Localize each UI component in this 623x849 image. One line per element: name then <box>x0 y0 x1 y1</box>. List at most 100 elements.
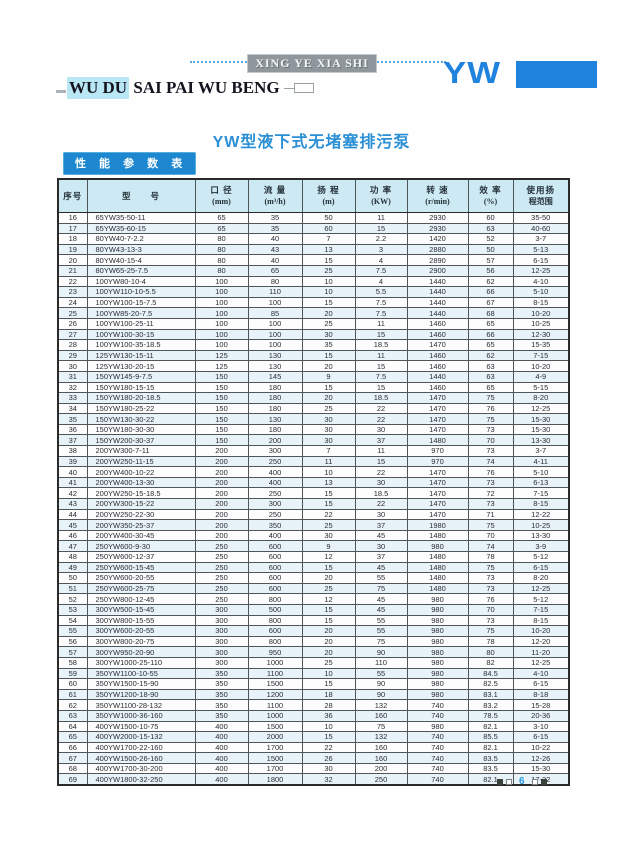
table-cell: 22 <box>301 508 356 521</box>
table-cell: 80YW43-13-3 <box>86 243 196 256</box>
footer-outline-square-icon <box>531 779 538 785</box>
table-header-row: 序号型 号口 径 (mm) 流 量 (m³/h) 扬 程 (m) 功 率 (KW) 转 速 (r/… <box>57 178 570 213</box>
table-cell: 37 <box>354 434 408 447</box>
table-cell: 400YW1500-10-75 <box>86 720 196 733</box>
table-cell: 3 <box>354 243 408 256</box>
table-cell: 5.5 <box>354 286 408 298</box>
table-cell: 1700 <box>247 762 303 775</box>
table-row: 49 250YW600-15-45 250 600 15 45 1480 75 6-15 <box>57 561 570 574</box>
table-cell: 300YW1000-25-110 <box>86 656 196 669</box>
table-row: 39 200YW250-11-15 200 250 11 15 970 74 4-11 <box>57 455 570 468</box>
table-cell: 800 <box>247 635 303 648</box>
table-cell: 12-25 <box>512 402 570 415</box>
table-cell: 300 <box>194 603 249 616</box>
table-row: 61 350YW1200-18-90 350 1200 18 90 980 83.1 8-18 <box>57 688 570 701</box>
table-cell: 38 <box>57 445 88 457</box>
table-cell: 200 <box>194 476 249 489</box>
table-cell: 15-35 <box>512 339 570 351</box>
table-cell: 125YW130-20-15 <box>86 360 196 372</box>
table-cell: 20-36 <box>512 709 570 722</box>
table-row: 47 250YW600-9-30 250 600 9 30 980 74 3-9 <box>57 540 570 552</box>
table-row: 27 100YW100-30-15 100 100 30 15 1460 66 12-30 <box>57 328 570 341</box>
table-cell: 30 <box>301 529 356 542</box>
table-row: 22 100YW80-10-4 100 80 10 4 1440 62 4-10 <box>57 275 570 288</box>
table-cell: 4-11 <box>512 455 570 468</box>
table-cell: 150 <box>194 423 249 436</box>
table-cell: 54 <box>57 614 88 627</box>
table-cell: 83.5 <box>467 762 514 775</box>
table-cell: 1440 <box>406 275 469 288</box>
table-cell: 250 <box>194 551 249 563</box>
table-cell: 150YW180-30-30 <box>86 423 196 436</box>
table-cell: 74 <box>467 455 514 468</box>
table-cell: 5-12 <box>512 551 570 563</box>
table-cell: 740 <box>406 773 469 786</box>
table-cell: 56 <box>467 264 514 277</box>
table-cell: 100 <box>194 317 249 330</box>
table-cell: 250YW600-15-45 <box>86 561 196 574</box>
table-cell: 2930 <box>406 212 469 224</box>
table-cell: 73 <box>467 572 514 584</box>
table-cell: 1460 <box>406 381 469 394</box>
table-cell: 85.5 <box>467 731 514 743</box>
table-cell: 350YW1500-15-90 <box>86 678 196 690</box>
table-cell: 15-30 <box>512 413 570 425</box>
table-cell: 15 <box>354 222 408 235</box>
table-cell: 73 <box>467 445 514 457</box>
table-cell: 78.5 <box>467 709 514 722</box>
table-cell: 100 <box>247 328 303 341</box>
table-header: 序号型 号口 径 (mm) 流 量 (m³/h) 扬 程 (m) 功 率 (KW) 转 速 (r/… <box>57 178 570 213</box>
table-cell: 980 <box>406 540 469 552</box>
footer-filled-square-icon <box>497 779 503 785</box>
table-row: 42 200YW250-15-18.5 200 250 15 18.5 1470 72 7-15 <box>57 487 570 500</box>
table-cell: 1420 <box>406 233 469 245</box>
table-cell: 100YW110-10-5.5 <box>86 286 196 298</box>
table-row: 50 250YW600-20-55 250 600 20 55 1480 73 8-20 <box>57 572 570 584</box>
table-cell: 8-15 <box>512 498 570 510</box>
table-cell: 1470 <box>406 508 469 521</box>
table-cell: 82 <box>467 656 514 669</box>
table-row: 28 100YW100-35-18.5 100 100 35 18.5 1470 65 15-3… <box>57 339 570 351</box>
table-cell: 350 <box>247 519 303 531</box>
table-cell: 100YW100-35-18.5 <box>86 339 196 351</box>
table-cell: 600 <box>247 551 303 563</box>
table-cell: 250YW600-25-75 <box>86 582 196 595</box>
table-cell: 100 <box>194 296 249 309</box>
table-cell: 20 <box>301 307 356 319</box>
table-cell: 1800 <box>247 773 303 786</box>
table-cell: 6-15 <box>512 678 570 690</box>
table-cell: 15 <box>301 381 356 394</box>
table-cell: 1500 <box>247 678 303 690</box>
table-row: 34 150YW180-25-22 150 180 25 22 1470 76 12-25 <box>57 402 570 415</box>
table-cell: 400YW1700-30-200 <box>86 762 196 775</box>
table-cell: 4 <box>354 254 408 266</box>
table-cell: 12-22 <box>512 508 570 521</box>
table-cell: 300 <box>194 656 249 669</box>
table-cell: 25 <box>301 582 356 595</box>
table-cell: 65 <box>194 212 249 224</box>
table-cell: 100 <box>247 339 303 351</box>
table-cell: 200 <box>194 498 249 510</box>
column-header: 口 径 (mm) <box>194 178 249 213</box>
table-row: 64 400YW1500-10-75 400 1500 10 75 980 82.1 3-10 <box>57 720 570 733</box>
table-cell: 100YW100-25-11 <box>86 317 196 330</box>
table-cell: 2930 <box>406 222 469 235</box>
table-cell: 35 <box>301 339 356 351</box>
table-cell: 82.5 <box>467 678 514 690</box>
table-cell: 250 <box>194 540 249 552</box>
table-cell: 70 <box>467 434 514 447</box>
table-cell: 400 <box>194 741 249 754</box>
table-cell: 8-20 <box>512 392 570 404</box>
table-cell: 73 <box>467 614 514 627</box>
table-cell: 35 <box>247 212 303 224</box>
table-cell: 73 <box>467 582 514 595</box>
table-row: 68 400YW1700-30-200 400 1700 30 200 740 83.5 15-… <box>57 762 570 775</box>
table-cell: 65 <box>57 731 88 743</box>
table-cell: 6-15 <box>512 254 570 266</box>
table-cell: 300 <box>194 635 249 648</box>
table-row: 36 150YW180-30-30 150 180 30 30 1470 73 15-30 <box>57 423 570 436</box>
table-cell: 1500 <box>247 752 303 764</box>
table-cell: 500 <box>247 603 303 616</box>
table-cell: 110 <box>247 286 303 298</box>
